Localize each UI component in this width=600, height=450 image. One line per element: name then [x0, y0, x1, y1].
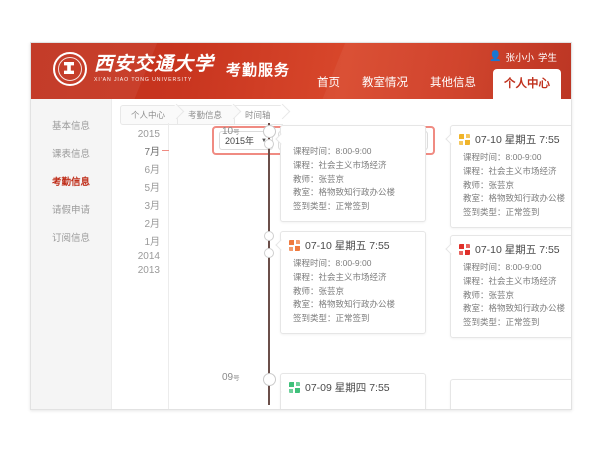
timeline-axis	[268, 123, 270, 405]
attendance-card-title: 07-10 星期五 7:55	[475, 134, 560, 146]
breadcrumb-item-timeline[interactable]: 时间轴	[234, 105, 283, 125]
card-row-teacher: 教师：张芸京	[463, 179, 515, 190]
timeline-region: 2015 7月 6月 5月 3月 2月 1月 2014 2013 10号 09号	[112, 123, 571, 409]
day-marker-09: 09号	[222, 372, 240, 383]
nav-item-personal-center[interactable]: 个人中心	[493, 69, 561, 99]
card-row-signtype: 签到类型：正常签到	[293, 313, 370, 324]
nav-item-classroom[interactable]: 教室情况	[362, 77, 408, 89]
attendance-card[interactable]: 07-10 星期五 7:55 课程时间：8:00-9:00 课程：社会主义市场经…	[280, 125, 426, 222]
day-marker-09-day: 09	[222, 372, 234, 383]
card-row-signtype: 签到类型：正常签到	[293, 201, 370, 212]
ym-item-2014[interactable]: 2014	[137, 250, 160, 262]
timeline-node[interactable]	[263, 125, 276, 138]
ym-item-jan[interactable]: 1月	[144, 236, 160, 248]
app-window: 西安交通大学 XI'AN JIAO TONG UNIVERSITY 考勤服务 👤…	[30, 42, 572, 410]
brand-name-cn: 西安交通大学	[94, 54, 215, 75]
brand-logo[interactable]: 西安交通大学 XI'AN JIAO TONG UNIVERSITY 考勤服务	[53, 52, 290, 86]
attendance-status-icon	[289, 382, 300, 393]
card-row-course: 课程：社会主义市场经济	[293, 159, 387, 170]
card-row-course: 课程：社会主义市场经济	[293, 271, 387, 282]
attendance-card[interactable]: 07-10 星期五 7:55 课程时间：8:00-9:00 课程：社会主义市场经…	[450, 125, 571, 228]
ym-item-jun[interactable]: 6月	[144, 164, 160, 176]
attendance-card-header: 07-10 星期五 7:55	[459, 132, 571, 147]
brand-subtitle: 考勤服务	[226, 61, 291, 79]
ym-item-2013[interactable]: 2013	[137, 264, 160, 276]
breadcrumb-item-personal-center[interactable]: 个人中心	[120, 105, 178, 125]
university-seal-icon	[53, 52, 87, 86]
card-row-teacher: 教师：张芸京	[293, 285, 345, 296]
card-row-course: 课程：社会主义市场经济	[463, 275, 557, 286]
attendance-card-partial[interactable]	[450, 379, 571, 409]
breadcrumb: 个人中心 考勤信息 时间轴	[112, 99, 571, 125]
nav-item-home[interactable]: 首页	[317, 77, 340, 89]
attendance-card-title: 07-10 星期五 7:55	[305, 240, 390, 252]
brand-name-en: XI'AN JIAO TONG UNIVERSITY	[94, 77, 193, 83]
card-row-time: 课程时间：8:00-9:00	[463, 262, 542, 272]
card-row-time: 课程时间：8:00-9:00	[293, 258, 372, 268]
attendance-card-header: 07-10 星期五 7:55	[459, 242, 571, 257]
page-body: 基本信息 课表信息 考勤信息 请假申请 订阅信息 个人中心 考勤信息 时间轴 2…	[31, 99, 571, 409]
ym-item-feb[interactable]: 2月	[144, 218, 160, 230]
timeline-node[interactable]	[264, 248, 274, 258]
sidebar-item-schedule-info[interactable]: 课表信息	[51, 149, 90, 160]
user-icon: 👤	[489, 51, 502, 62]
top-navigation: 首页 教室情况 其他信息 个人中心	[306, 69, 561, 99]
card-row-classroom: 教室：格物致知行政办公楼	[463, 193, 566, 204]
attendance-status-icon	[459, 244, 470, 255]
attendance-status-icon	[459, 134, 470, 145]
card-row-classroom: 教室：格物致知行政办公楼	[293, 299, 396, 310]
card-row-signtype: 签到类型：正常签到	[463, 317, 540, 328]
attendance-card[interactable]: 07-09 星期四 7:55	[280, 373, 426, 409]
sidebar-item-attendance-info[interactable]: 考勤信息	[51, 177, 90, 188]
attendance-status-icon	[289, 240, 300, 251]
user-name: 张小小	[505, 53, 534, 64]
site-header: 西安交通大学 XI'AN JIAO TONG UNIVERSITY 考勤服务 👤…	[31, 43, 571, 99]
day-marker-09-unit: 号	[233, 375, 240, 382]
attendance-card[interactable]: 07-10 星期五 7:55 课程时间：8:00-9:00 课程：社会主义市场经…	[450, 235, 571, 338]
year-month-list: 2015 7月 6月 5月 3月 2月 1月 2014 2013	[112, 123, 169, 409]
sidebar-item-leave-request[interactable]: 请假申请	[51, 205, 90, 216]
card-row-time: 课程时间：8:00-9:00	[293, 146, 372, 156]
card-row-classroom: 教室：格物致知行政办公楼	[293, 187, 396, 198]
ym-item-jul[interactable]: 7月	[112, 141, 169, 159]
user-info[interactable]: 👤 张小小 学生	[489, 50, 557, 65]
card-row-teacher: 教师：张芸京	[293, 173, 345, 184]
timeline-node[interactable]	[264, 231, 274, 241]
card-row-time: 课程时间：8:00-9:00	[463, 152, 542, 162]
main-content: 个人中心 考勤信息 时间轴 2015年 ▼ 07月 ▼ 10日 ▼	[112, 99, 571, 409]
timeline-node[interactable]	[263, 373, 276, 386]
attendance-card-title: 07-10 星期五 7:55	[475, 244, 560, 256]
day-marker-10: 10号	[222, 126, 240, 137]
ym-item-may[interactable]: 5月	[144, 182, 160, 194]
day-marker-10-day: 10	[222, 126, 234, 137]
year-dropdown-value: 2015年	[225, 136, 255, 146]
ym-item-mar[interactable]: 3月	[144, 200, 160, 212]
attendance-card-title: 07-09 星期四 7:55	[305, 382, 390, 394]
card-row-classroom: 教室：格物致知行政办公楼	[463, 303, 566, 314]
attendance-card[interactable]: 07-10 星期五 7:55 课程时间：8:00-9:00 课程：社会主义市场经…	[280, 231, 426, 334]
sidebar-item-basic-info[interactable]: 基本信息	[51, 121, 90, 132]
card-row-teacher: 教师：张芸京	[463, 289, 515, 300]
user-role: 学生	[537, 53, 557, 64]
nav-item-other-info[interactable]: 其他信息	[430, 77, 476, 89]
day-marker-10-unit: 号	[233, 129, 240, 136]
card-row-signtype: 签到类型：正常签到	[463, 207, 540, 218]
timeline-node[interactable]	[264, 139, 274, 149]
breadcrumb-item-attendance-info[interactable]: 考勤信息	[177, 105, 235, 125]
card-row-course: 课程：社会主义市场经济	[463, 165, 557, 176]
sidebar: 基本信息 课表信息 考勤信息 请假申请 订阅信息	[31, 99, 112, 409]
attendance-card-header: 07-10 星期五 7:55	[289, 238, 417, 253]
sidebar-item-subscription-info[interactable]: 订阅信息	[51, 233, 90, 244]
ym-item-2015[interactable]: 2015	[137, 128, 160, 140]
attendance-card-header: 07-09 星期四 7:55	[289, 380, 417, 395]
